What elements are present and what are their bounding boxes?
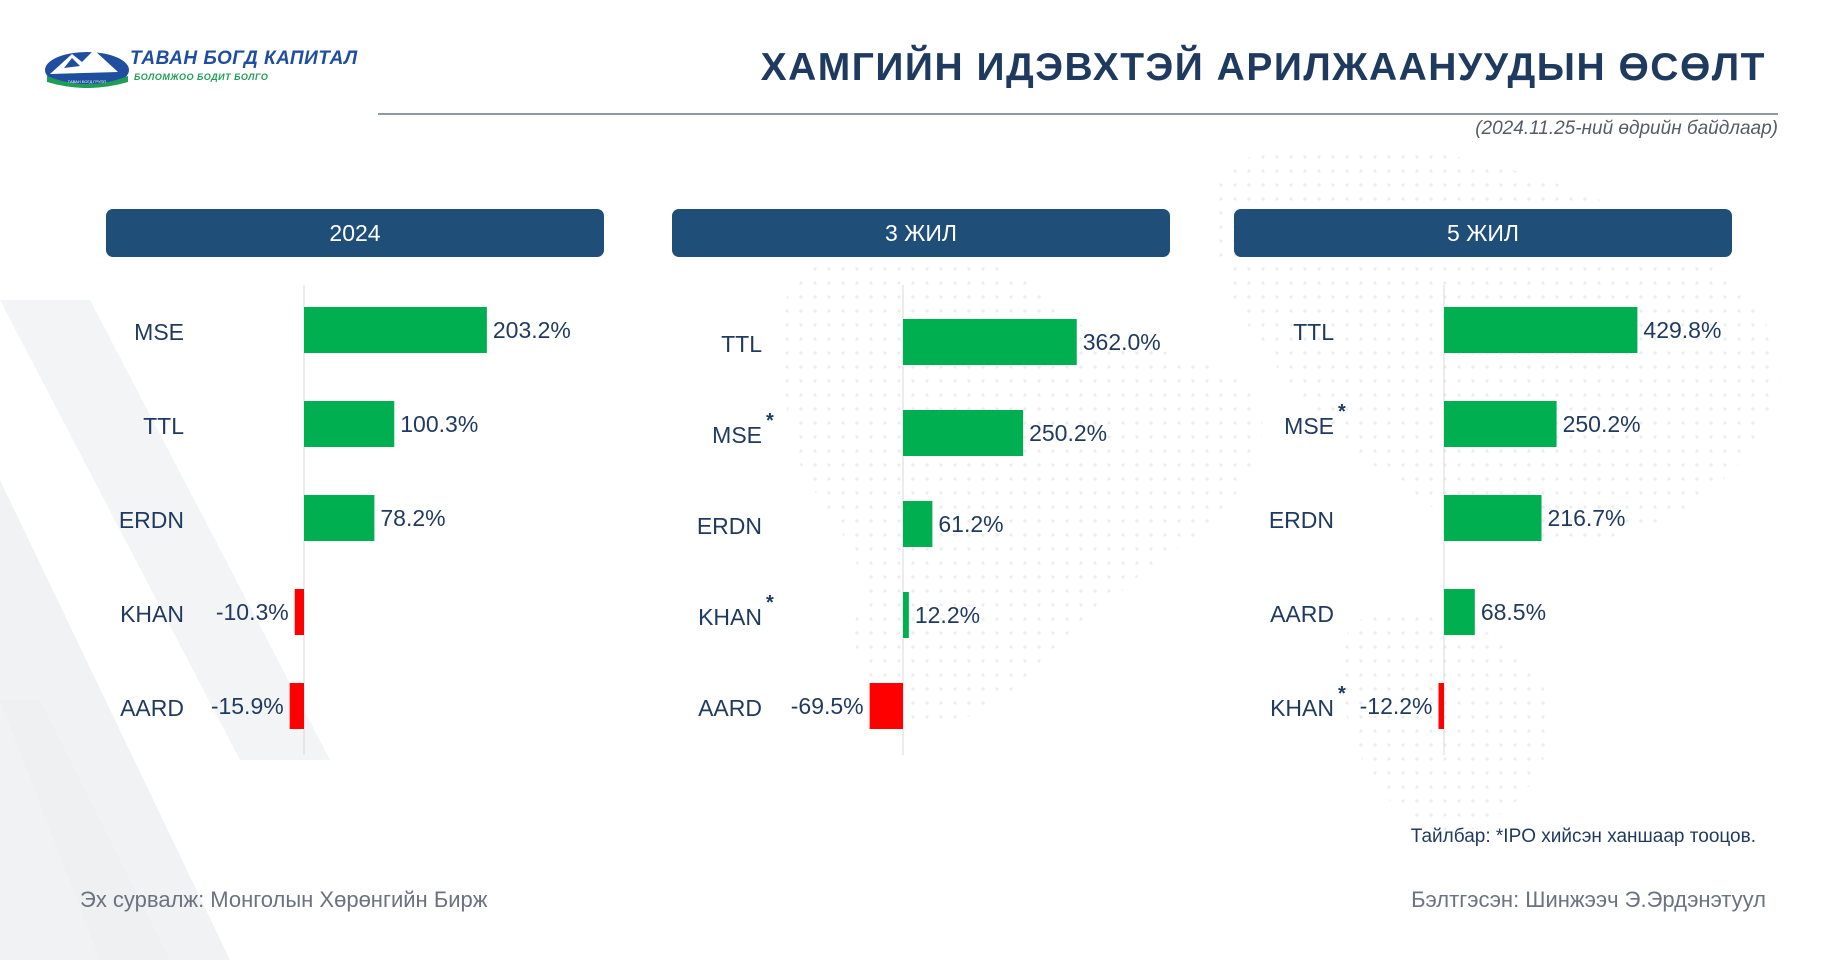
chart-0-value-label: -15.9% xyxy=(211,693,284,719)
chart-2-category-label: MSE xyxy=(1284,413,1334,439)
chart-0-category-label: AARD xyxy=(120,695,184,721)
chart-1-ipo-asterisk: * xyxy=(766,592,774,614)
prepared-by-footer: Бэлтгэсэн: Шинжээч Э.Эрдэнэтуул xyxy=(1411,887,1766,912)
page-title: ХАМГИЙН ИДЭВХТЭЙ АРИЛЖААНУУДЫН ӨСӨЛТ xyxy=(760,46,1766,89)
chart-1-ipo-asterisk: * xyxy=(766,410,774,432)
chart-2-category-label: TTL xyxy=(1293,319,1334,345)
chart-1-bar-aard xyxy=(869,683,903,729)
chart-0-value-label: -10.3% xyxy=(216,599,289,625)
chart-0-bar-khan xyxy=(294,589,304,635)
company-logo: ТАВАН БОГД ГРУПП ТАВАН БОГД КАПИТАЛ БОЛО… xyxy=(44,44,357,90)
chart-0-bar-aard xyxy=(289,683,304,729)
chart-0-category-label: TTL xyxy=(143,413,184,439)
chart-0-bar-erdn xyxy=(304,495,375,541)
chart-2-value-label: 216.7% xyxy=(1548,505,1626,531)
chart-2-category-label: KHAN xyxy=(1270,695,1334,721)
chart-1-category-label: AARD xyxy=(698,695,762,721)
chart-1-bar-erdn xyxy=(903,501,933,547)
chart-2-bar-mse xyxy=(1444,401,1557,447)
panel-header-5-years: 5 ЖИЛ xyxy=(1234,209,1732,257)
mountain-logo-icon: ТАВАН БОГД ГРУПП xyxy=(45,50,129,88)
chart-2-bar-aard xyxy=(1444,589,1475,635)
chart-2-value-label: -12.2% xyxy=(1360,693,1433,719)
chart-1-value-label: 61.2% xyxy=(938,511,1003,537)
chart-0-bar-mse xyxy=(304,307,487,353)
footnote-ipo: Тайлбар: *IPO хийсэн ханшаар тооцов. xyxy=(1410,826,1756,847)
chart-1-category-label: MSE xyxy=(712,422,762,448)
world-map-watermark xyxy=(778,246,1263,724)
chart-0-category-label: MSE xyxy=(134,319,184,345)
chart-1-value-label: -69.5% xyxy=(791,693,864,719)
source-value: Монголын Хөрөнгийн Бирж xyxy=(210,887,488,912)
chart-2-value-label: 429.8% xyxy=(1643,317,1721,343)
chart-1-category-label: KHAN xyxy=(698,604,762,630)
chart-2-ipo-asterisk: * xyxy=(1338,401,1346,423)
chart-0-value-label: 203.2% xyxy=(493,317,571,343)
source-footer: Эх сурвалж: Монголын Хөрөнгийн Бирж xyxy=(80,887,494,913)
chart-1-bar-khan xyxy=(903,592,909,638)
chart-0-category-label: ERDN xyxy=(119,507,184,533)
chart-1-value-label: 250.2% xyxy=(1029,420,1107,446)
chart-2-category-label: AARD xyxy=(1270,601,1334,627)
panel-header-3-years: 3 ЖИЛ xyxy=(672,209,1170,257)
chart-2-bar-erdn xyxy=(1444,495,1542,541)
logo-mini-text: ТАВАН БОГД ГРУПП xyxy=(68,79,107,84)
chart-2-ipo-asterisk: * xyxy=(1338,683,1346,705)
title-divider xyxy=(378,113,1778,115)
panel-header-2024: 2024 xyxy=(106,209,604,257)
chart-1-value-label: 362.0% xyxy=(1083,329,1161,355)
chart-2-value-label: 68.5% xyxy=(1481,599,1546,625)
chart-2-bar-khan xyxy=(1438,683,1444,729)
chart-2-bar-ttl xyxy=(1444,307,1638,353)
chart-1-bar-mse xyxy=(903,410,1024,456)
logo-brand-name: ТАВАН БОГД КАПИТАЛ xyxy=(130,48,358,69)
chart-1-category-label: ERDN xyxy=(697,513,762,539)
chart-1-value-label: 12.2% xyxy=(915,602,980,628)
chart-1-bar-ttl xyxy=(903,319,1077,365)
logo-tagline: БОЛОМЖОО БОДИТ БОЛГО xyxy=(134,72,269,82)
chart-0-bar-ttl xyxy=(304,401,395,447)
chart-0-value-label: 100.3% xyxy=(400,411,478,437)
as-of-date: (2024.11.25-ний өдрийн байдлаар) xyxy=(1475,118,1778,139)
chart-2-value-label: 250.2% xyxy=(1563,411,1641,437)
chart-0-category-label: KHAN xyxy=(120,601,184,627)
chart-2-category-label: ERDN xyxy=(1269,507,1334,533)
chart-0-value-label: 78.2% xyxy=(380,505,445,531)
source-label: Эх сурвалж: xyxy=(80,887,205,912)
chart-1-category-label: TTL xyxy=(721,331,762,357)
